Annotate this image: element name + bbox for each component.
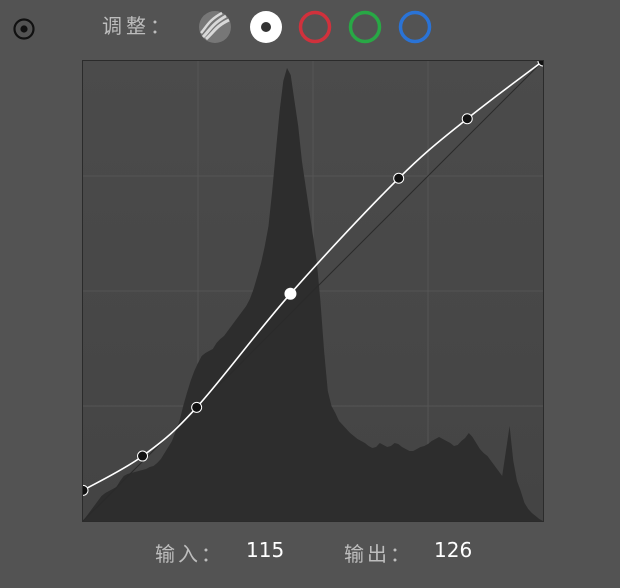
parametric-curve-icon[interactable]	[198, 10, 232, 44]
blue-channel-icon[interactable]	[398, 10, 432, 44]
curve-point[interactable]	[137, 450, 149, 462]
curve-point[interactable]	[537, 61, 543, 67]
curve-editor[interactable]	[82, 60, 544, 522]
green-channel-icon[interactable]	[348, 10, 382, 44]
curve-plot[interactable]	[83, 61, 543, 521]
input-label: 输入：	[155, 542, 224, 566]
rgb-channel-icon[interactable]	[249, 10, 283, 44]
input-value: 115	[246, 538, 285, 562]
red-channel-icon[interactable]	[298, 10, 332, 44]
curve-point[interactable]	[393, 172, 405, 184]
curve-point[interactable]	[461, 113, 473, 125]
output-value: 126	[434, 538, 473, 562]
diagonal-reference	[83, 61, 543, 521]
target-adjust-icon[interactable]	[12, 17, 36, 41]
curve-point[interactable]	[191, 401, 203, 413]
output-label: 输出：	[344, 542, 413, 566]
curve-point[interactable]	[83, 484, 89, 496]
curve-point-selected[interactable]	[284, 287, 297, 300]
adjust-label: 调整：	[102, 14, 174, 38]
